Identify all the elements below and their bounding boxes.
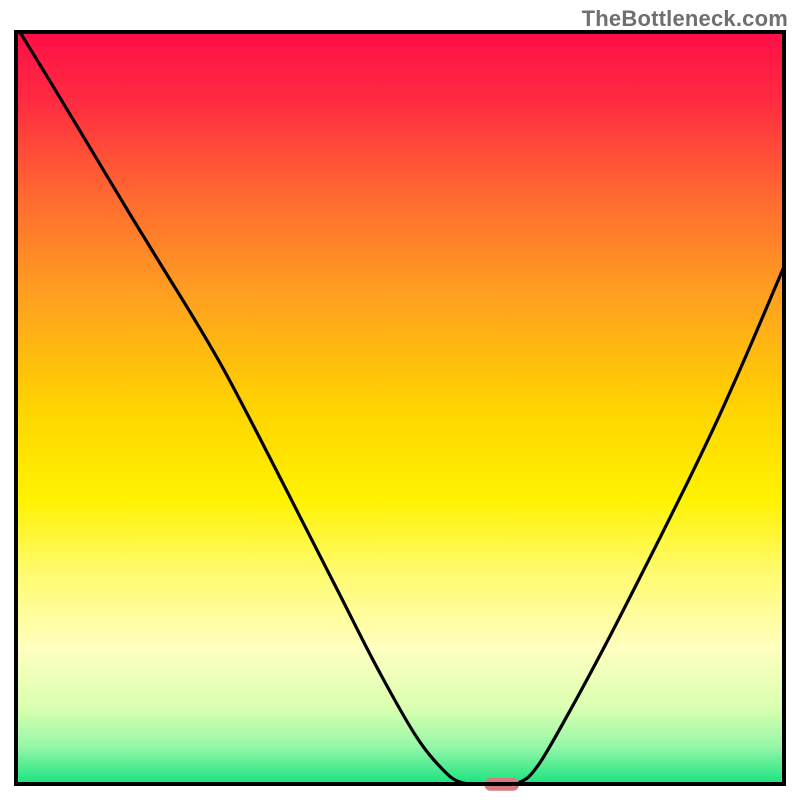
chart-svg — [0, 0, 800, 800]
attribution-text: TheBottleneck.com — [582, 6, 788, 32]
chart-container: TheBottleneck.com — [0, 0, 800, 800]
plot-background — [16, 32, 784, 784]
